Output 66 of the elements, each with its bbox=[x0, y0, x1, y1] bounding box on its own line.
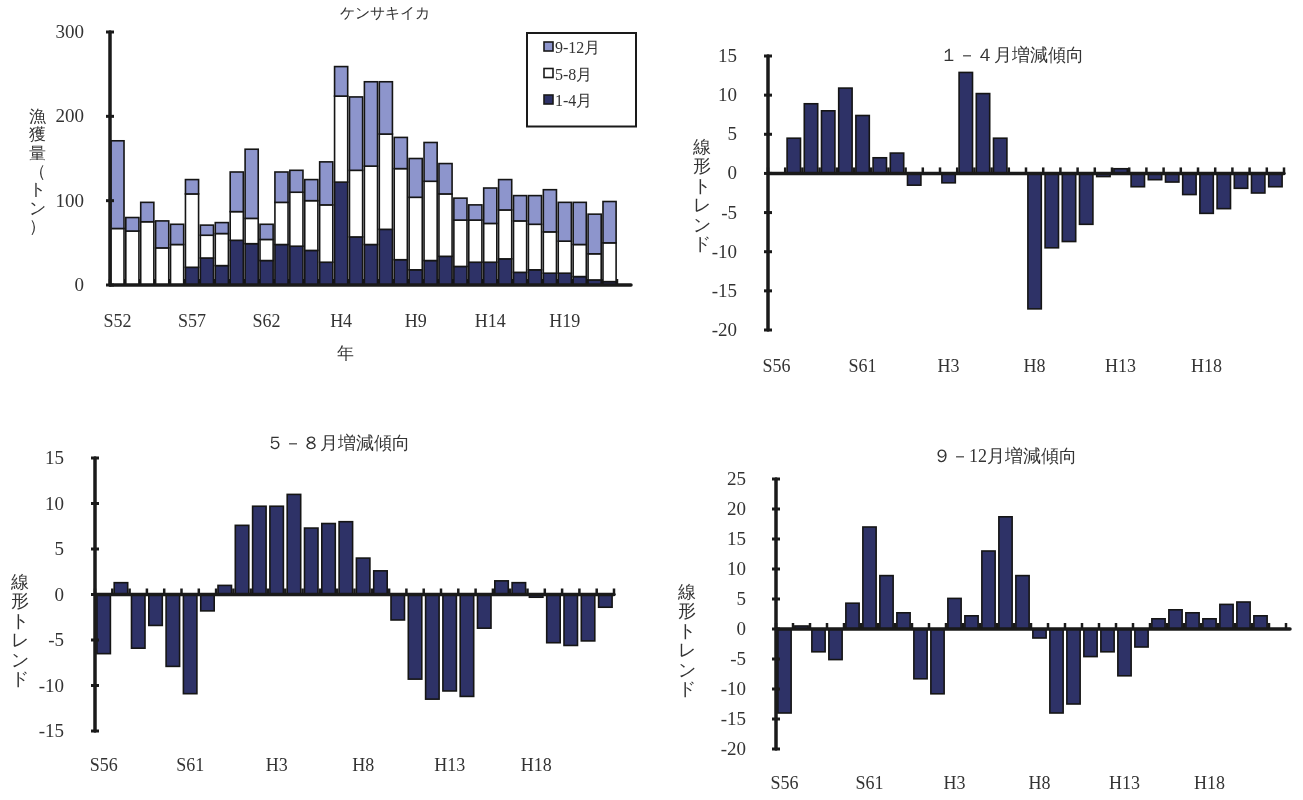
y-tick-label: 15 bbox=[727, 528, 746, 549]
y-axis-title: 漁獲量（トン） bbox=[28, 107, 46, 237]
y-tick-label: 10 bbox=[718, 84, 737, 106]
y-tick-label: -15 bbox=[711, 279, 737, 301]
x-tick-label: H3 bbox=[943, 773, 966, 793]
x-tick-label: H3 bbox=[937, 356, 960, 376]
y-tick-label: 25 bbox=[727, 468, 746, 489]
x-tick-label: H8 bbox=[1023, 356, 1046, 376]
y-tick-label: 100 bbox=[55, 189, 84, 211]
chart-title: ９－12月増減傾向 bbox=[933, 446, 1077, 466]
x-tick-label: S61 bbox=[176, 755, 205, 775]
y-tick-label: 5 bbox=[736, 588, 746, 609]
x-tick-label: S61 bbox=[848, 356, 877, 376]
legend-label: 1-4月 bbox=[555, 92, 593, 109]
y-tick-label: 200 bbox=[55, 105, 84, 127]
x-tick-label: H14 bbox=[474, 311, 506, 331]
y-tick-label: 15 bbox=[45, 447, 64, 468]
y-tick-label: -10 bbox=[711, 240, 737, 262]
x-tick-label: S52 bbox=[103, 311, 132, 331]
x-tick-label: H3 bbox=[265, 755, 288, 775]
x-tick-label: H8 bbox=[352, 755, 375, 775]
y-axis-title: 線形トレンド bbox=[677, 581, 696, 700]
x-tick-label: H13 bbox=[1105, 356, 1137, 376]
x-tick-label: H9 bbox=[404, 311, 427, 331]
chart-title: １－４月増減傾向 bbox=[940, 45, 1084, 65]
x-tick-label: S61 bbox=[855, 773, 884, 793]
y-axis-title: 線形トレンド bbox=[692, 136, 711, 255]
x-tick-label: H13 bbox=[1109, 773, 1140, 793]
y-tick-label: 300 bbox=[55, 21, 84, 42]
y-tick-label: 10 bbox=[45, 492, 64, 514]
x-tick-label: H19 bbox=[549, 311, 581, 331]
y-tick-label: -20 bbox=[720, 738, 746, 759]
legend-label: 9-12月 bbox=[555, 39, 601, 56]
y-tick-label: -5 bbox=[721, 201, 737, 223]
x-tick-label: H4 bbox=[330, 311, 353, 331]
y-tick-label: 10 bbox=[727, 558, 746, 579]
x-tick-label: H13 bbox=[434, 755, 466, 775]
y-tick-label: 0 bbox=[54, 583, 64, 605]
x-tick-label: H18 bbox=[1194, 773, 1225, 793]
y-tick-label: -15 bbox=[38, 720, 64, 741]
x-axis-title: 年 bbox=[336, 344, 354, 363]
y-tick-label: -15 bbox=[720, 708, 746, 729]
y-tick-label: 5 bbox=[54, 538, 64, 559]
x-tick-label: S57 bbox=[178, 311, 207, 331]
y-tick-label: -20 bbox=[711, 319, 737, 340]
y-tick-label: 15 bbox=[718, 45, 737, 66]
x-tick-label: S56 bbox=[762, 356, 791, 376]
chart-title: ５－８月増減傾向 bbox=[266, 433, 410, 453]
y-tick-label: 0 bbox=[74, 274, 84, 295]
y-tick-label: 0 bbox=[727, 162, 737, 184]
y-tick-label: 5 bbox=[727, 123, 737, 145]
legend-label: 5-8月 bbox=[555, 65, 593, 83]
y-tick-label: -5 bbox=[48, 629, 64, 650]
y-tick-label: -5 bbox=[730, 648, 746, 669]
y-tick-label: -10 bbox=[720, 678, 746, 699]
x-tick-label: H18 bbox=[1191, 356, 1223, 376]
x-tick-label: S62 bbox=[252, 311, 281, 331]
x-tick-label: H18 bbox=[520, 755, 552, 775]
x-tick-label: H8 bbox=[1028, 773, 1051, 793]
chart-title: ケンサキイカ bbox=[340, 5, 430, 21]
y-axis-title: 線形トレンド bbox=[10, 571, 29, 690]
y-tick-label: -10 bbox=[38, 674, 64, 696]
x-tick-label: S56 bbox=[770, 773, 799, 793]
y-tick-label: 0 bbox=[736, 618, 746, 639]
x-tick-label: S56 bbox=[89, 755, 118, 775]
y-tick-label: 20 bbox=[727, 498, 746, 519]
